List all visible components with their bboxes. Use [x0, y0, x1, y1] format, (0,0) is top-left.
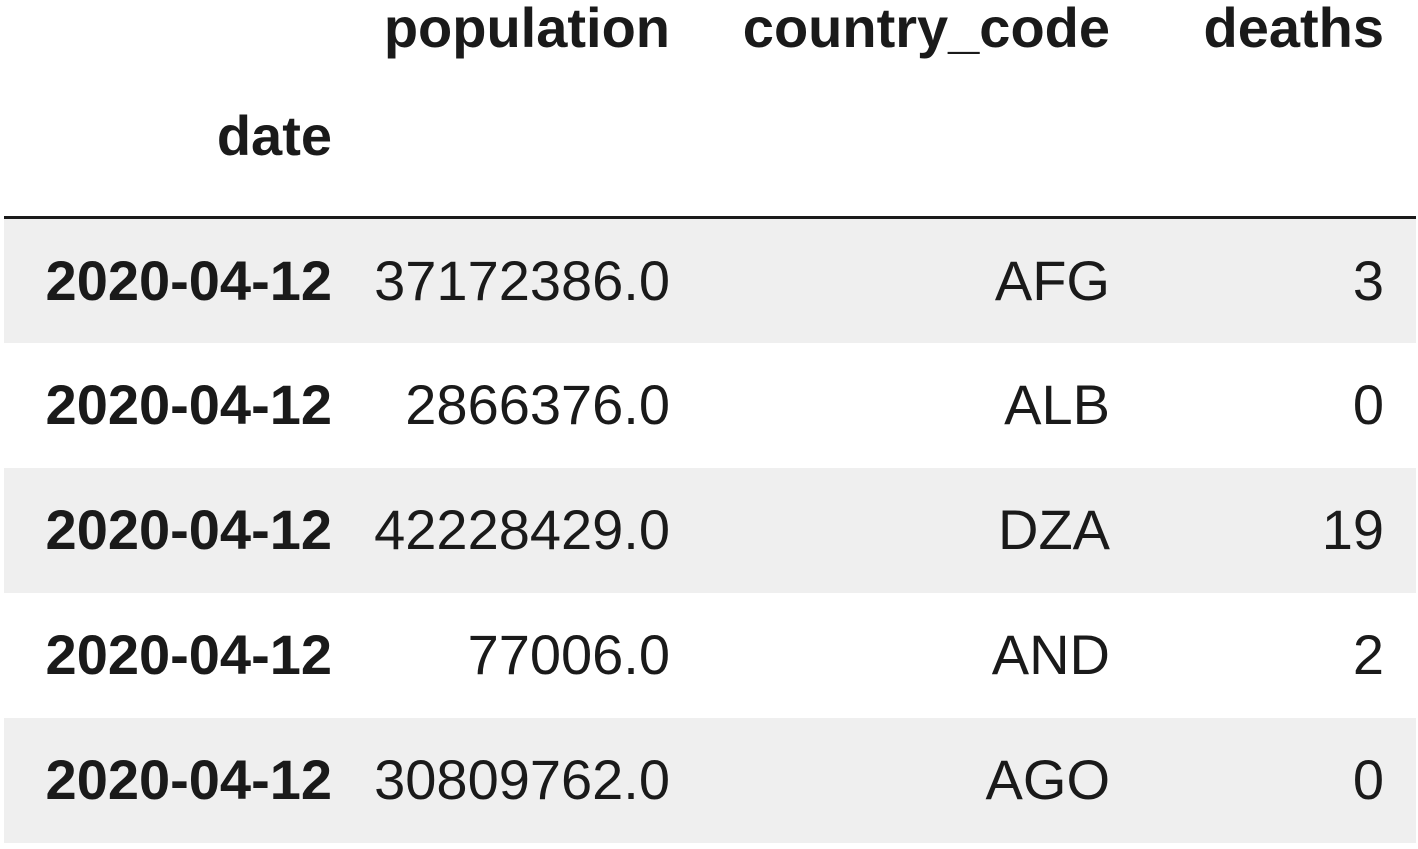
column-header-population: population	[383, 0, 670, 59]
cell-country-code: DZA	[998, 498, 1110, 561]
column-header-row: population country_code deaths	[4, 0, 1416, 56]
index-name-row-blank	[334, 56, 700, 218]
row-index-date: 2020-04-12	[45, 498, 332, 561]
row-index-date: 2020-04-12	[45, 248, 332, 312]
cell-deaths: 19	[1321, 498, 1384, 561]
row-index-date: 2020-04-12	[45, 373, 332, 436]
cell-population: 77006.0	[467, 623, 670, 686]
index-name-row-blank	[1140, 56, 1416, 218]
index-name-row: date	[4, 56, 1416, 218]
index-name-header: date	[216, 104, 332, 167]
cell-country-code: AFG	[994, 248, 1110, 312]
cell-country-code: AND	[991, 623, 1110, 686]
cell-deaths: 2	[1352, 623, 1384, 686]
row-index-date: 2020-04-12	[45, 623, 332, 686]
dataframe-table: population country_code deaths date 2020…	[4, 0, 1416, 843]
column-header-deaths: deaths	[1203, 0, 1385, 59]
cell-deaths: 0	[1352, 373, 1384, 436]
cell-deaths: 0	[1352, 748, 1384, 811]
table-row: 2020-04-12 2866376.0 ALB 0	[4, 342, 1416, 468]
cell-country-code: AGO	[985, 748, 1110, 811]
table-row: 2020-04-12 30809762.0 AGO 0	[4, 717, 1416, 843]
table-body: 2020-04-12 37172386.0 AFG 3 2020-04-12 2…	[4, 217, 1416, 843]
column-header-country-code: country_code	[742, 0, 1110, 59]
cell-population: 2866376.0	[405, 373, 670, 436]
cell-population: 37172386.0	[374, 248, 670, 312]
table-row: 2020-04-12 37172386.0 AFG 3	[4, 217, 1416, 343]
cell-population: 30809762.0	[374, 748, 670, 811]
cell-country-code: ALB	[1004, 373, 1110, 436]
cell-population: 42228429.0	[374, 498, 670, 561]
cell-deaths: 3	[1352, 248, 1384, 312]
table-header: population country_code deaths date	[4, 0, 1416, 218]
row-index-date: 2020-04-12	[45, 748, 332, 811]
table-row: 2020-04-12 77006.0 AND 2	[4, 592, 1416, 718]
index-column-blank-header	[4, 0, 334, 56]
table-row: 2020-04-12 42228429.0 DZA 19	[4, 467, 1416, 593]
index-name-row-blank	[700, 56, 1140, 218]
